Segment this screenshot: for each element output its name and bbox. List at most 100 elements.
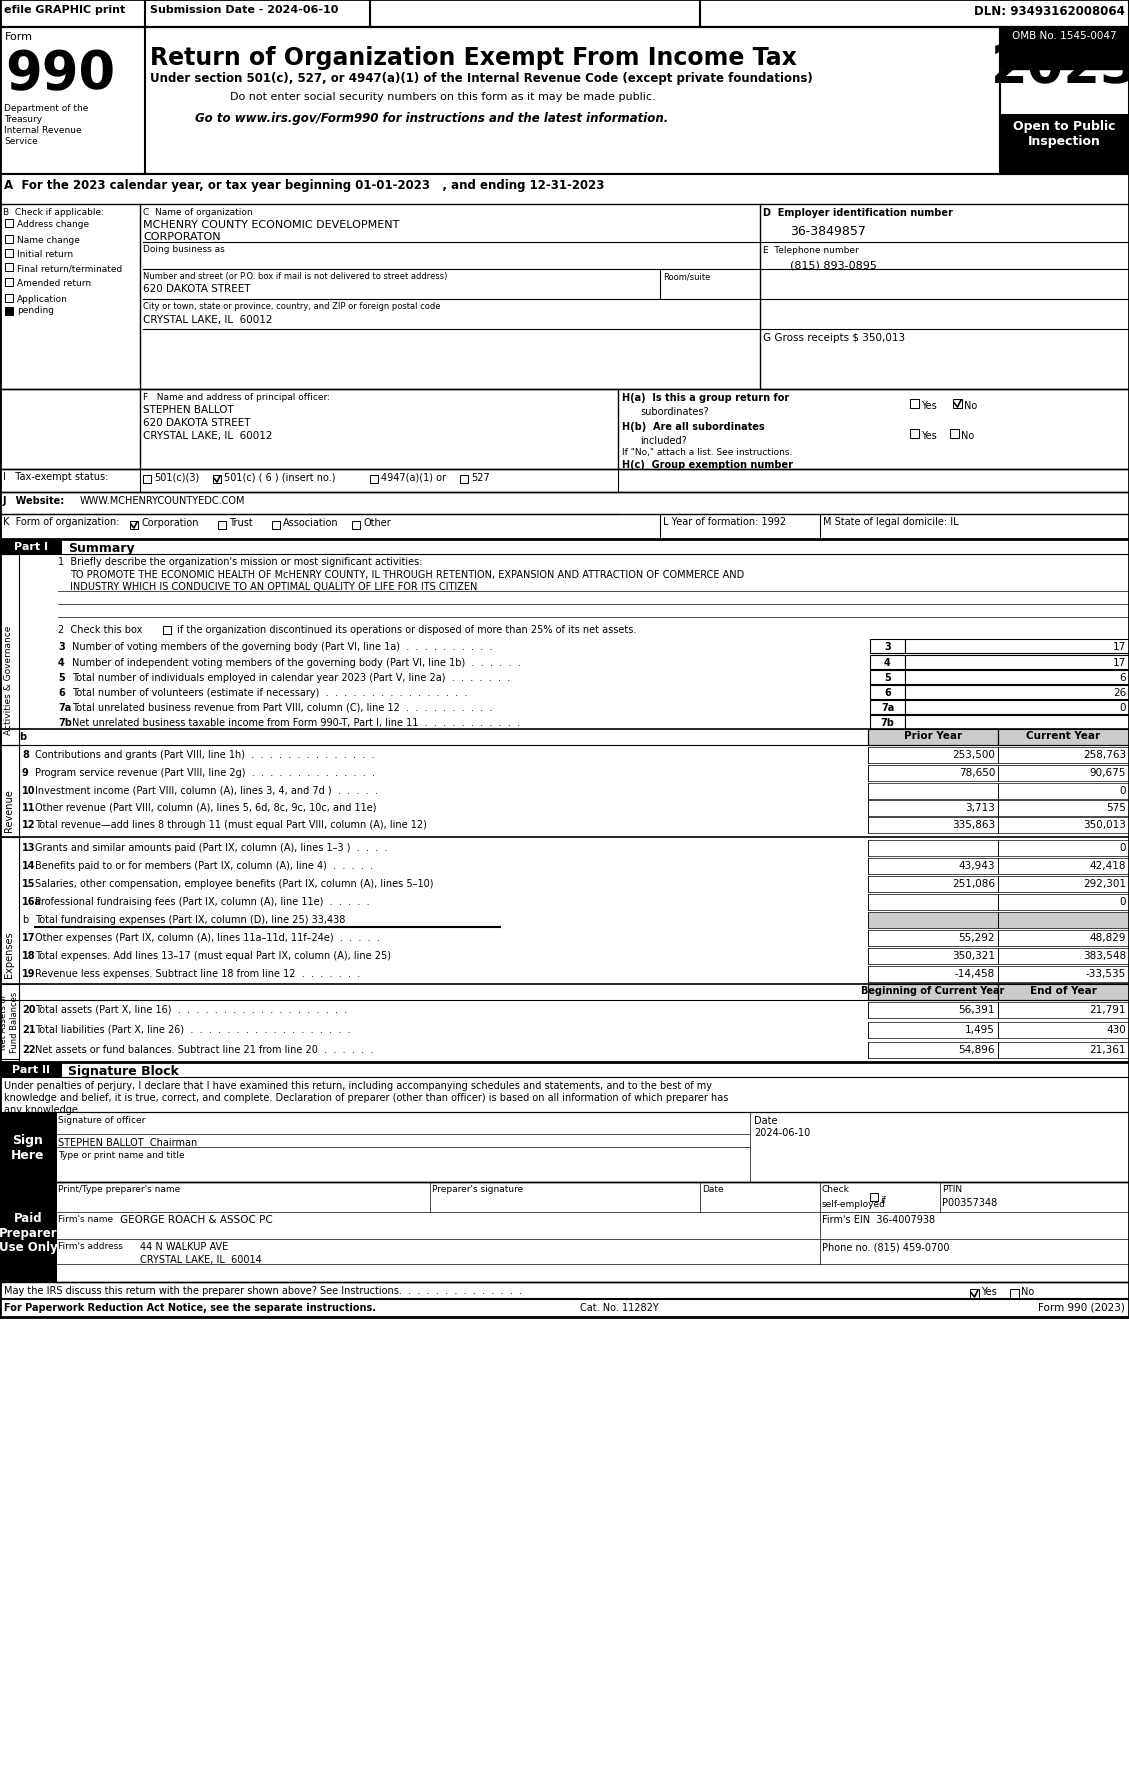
Text: 6: 6 — [884, 688, 891, 697]
Bar — [868, 1023, 998, 1039]
Text: 253,500: 253,500 — [952, 750, 995, 759]
Text: 18: 18 — [21, 950, 36, 960]
Text: self-employed: self-employed — [822, 1199, 886, 1208]
Text: Do not enter social security numbers on this form as it may be made public.: Do not enter social security numbers on … — [230, 93, 656, 102]
Bar — [1010, 1288, 1019, 1299]
Text: 13: 13 — [21, 843, 35, 852]
Text: Total revenue—add lines 8 through 11 (must equal Part VIII, column (A), line 12): Total revenue—add lines 8 through 11 (mu… — [35, 820, 427, 830]
Text: Number of voting members of the governing body (Part VI, line 1a)  .  .  .  .  .: Number of voting members of the governin… — [72, 642, 492, 652]
Text: Yes: Yes — [981, 1287, 997, 1296]
Bar — [5, 219, 14, 228]
Bar — [998, 948, 1129, 964]
Text: Application: Application — [17, 294, 68, 303]
Text: 8: 8 — [21, 750, 29, 759]
Text: Net unrelated business taxable income from Form 990-T, Part I, line 11  .  .  . : Net unrelated business taxable income fr… — [72, 718, 520, 727]
Text: efile GRAPHIC print: efile GRAPHIC print — [5, 5, 125, 14]
Bar — [868, 948, 998, 964]
Text: Other revenue (Part VIII, column (A), lines 5, 6d, 8c, 9c, 10c, and 11e): Other revenue (Part VIII, column (A), li… — [35, 802, 376, 813]
Bar — [0, 175, 1129, 205]
Bar — [910, 429, 919, 438]
Text: Expenses: Expenses — [5, 932, 14, 978]
Text: Cat. No. 11282Y: Cat. No. 11282Y — [580, 1303, 658, 1312]
Text: Corporation: Corporation — [141, 519, 199, 527]
Text: 258,763: 258,763 — [1083, 750, 1126, 759]
Text: Name change: Name change — [17, 235, 80, 244]
Bar — [868, 800, 998, 816]
Text: OMB No. 1545-0047: OMB No. 1545-0047 — [1012, 30, 1117, 41]
Text: City or town, state or province, country, and ZIP or foreign postal code: City or town, state or province, country… — [143, 301, 440, 310]
Text: 11: 11 — [21, 802, 35, 813]
Text: 9: 9 — [21, 768, 28, 777]
Bar — [870, 1194, 878, 1201]
Bar — [870, 686, 905, 700]
Text: 78,650: 78,650 — [959, 768, 995, 777]
Text: Number of independent voting members of the governing body (Part VI, line 1b)  .: Number of independent voting members of … — [72, 658, 520, 668]
Bar — [0, 540, 62, 554]
Text: Total liabilities (Part X, line 26)  .  .  .  .  .  .  .  .  .  .  .  .  .  .  .: Total liabilities (Part X, line 26) . . … — [35, 1025, 351, 1034]
Text: Return of Organization Exempt From Income Tax: Return of Organization Exempt From Incom… — [150, 46, 797, 69]
Text: 6: 6 — [1119, 672, 1126, 683]
Text: Submission Date - 2024-06-10: Submission Date - 2024-06-10 — [150, 5, 339, 14]
Text: Address change: Address change — [17, 219, 89, 228]
Bar — [870, 716, 905, 729]
Bar — [868, 895, 998, 911]
Text: Yes: Yes — [921, 431, 937, 440]
Bar — [868, 841, 998, 857]
Text: subordinates?: subordinates? — [640, 406, 709, 417]
Text: Initial return: Initial return — [17, 249, 73, 258]
Text: 7b: 7b — [58, 718, 72, 727]
Text: M State of legal domicile: IL: M State of legal domicile: IL — [823, 517, 959, 527]
Bar — [868, 1003, 998, 1019]
Text: 575: 575 — [1106, 802, 1126, 813]
Text: 5: 5 — [884, 672, 891, 683]
Bar — [970, 1288, 979, 1299]
Text: Current Year: Current Year — [1026, 731, 1101, 741]
Text: 22: 22 — [21, 1044, 35, 1055]
Bar — [272, 522, 280, 529]
Bar — [5, 235, 14, 244]
Bar — [998, 1003, 1129, 1019]
Text: 17: 17 — [1113, 658, 1126, 668]
Text: Under penalties of perjury, I declare that I have examined this return, includin: Under penalties of perjury, I declare th… — [5, 1080, 712, 1091]
Bar — [352, 522, 360, 529]
Bar — [905, 716, 1129, 729]
Bar — [0, 838, 19, 1073]
Text: 7a: 7a — [881, 702, 894, 713]
Text: b: b — [21, 914, 28, 925]
Bar — [868, 966, 998, 982]
Text: 292,301: 292,301 — [1083, 879, 1126, 889]
Bar — [998, 984, 1129, 1000]
Text: CRYSTAL LAKE, IL  60012: CRYSTAL LAKE, IL 60012 — [143, 315, 272, 324]
Text: E  Telephone number: E Telephone number — [763, 246, 859, 255]
Bar — [998, 729, 1129, 745]
Bar — [5, 294, 14, 303]
Bar — [868, 859, 998, 875]
Text: Form: Form — [5, 32, 33, 43]
Text: Net Assets or
Fund Balances: Net Assets or Fund Balances — [0, 991, 19, 1051]
Bar — [868, 729, 998, 745]
Text: 54,896: 54,896 — [959, 1044, 995, 1055]
Bar — [5, 308, 14, 315]
Text: knowledge and belief, it is true, correct, and complete. Declaration of preparer: knowledge and belief, it is true, correc… — [5, 1092, 728, 1103]
Text: Other: Other — [364, 519, 391, 527]
Text: Yes: Yes — [921, 401, 937, 412]
Text: 90,675: 90,675 — [1089, 768, 1126, 777]
Text: if: if — [879, 1196, 886, 1205]
Text: Internal Revenue: Internal Revenue — [5, 127, 81, 135]
Bar — [870, 656, 905, 670]
Bar — [5, 278, 14, 287]
Text: Phone no. (815) 459-0700: Phone no. (815) 459-0700 — [822, 1242, 949, 1251]
Text: 43,943: 43,943 — [959, 861, 995, 871]
Text: Department of the: Department of the — [5, 103, 88, 112]
Text: Total fundraising expenses (Part IX, column (D), line 25) 33,438: Total fundraising expenses (Part IX, col… — [35, 914, 345, 925]
Text: 42,418: 42,418 — [1089, 861, 1126, 871]
Text: Summary: Summary — [68, 542, 134, 554]
Text: if the organization discontinued its operations or disposed of more than 25% of : if the organization discontinued its ope… — [174, 625, 637, 634]
Text: No: No — [1021, 1287, 1034, 1296]
Text: No: No — [961, 431, 974, 440]
Text: 3: 3 — [884, 642, 891, 652]
Text: I   Tax-exempt status:: I Tax-exempt status: — [3, 472, 108, 481]
Bar — [998, 800, 1129, 816]
Text: 4: 4 — [884, 658, 891, 668]
Text: 7a: 7a — [58, 702, 71, 713]
